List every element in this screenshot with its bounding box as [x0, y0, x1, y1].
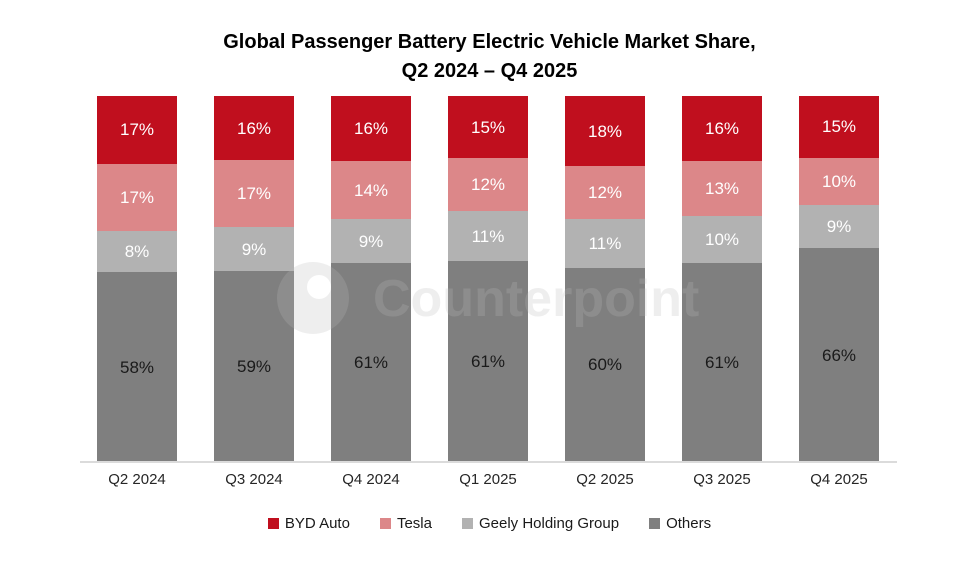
segment-geely-holding-group-q3-2025: 10% — [682, 216, 762, 264]
segment-geely-holding-group-q2-2024: 8% — [97, 231, 177, 273]
segment-byd-auto-q1-2025: 15% — [448, 96, 528, 159]
segment-value-label: 16% — [353, 118, 389, 138]
legend-item-tesla: Tesla — [379, 515, 432, 532]
segment-value-label: 12% — [470, 175, 506, 195]
segment-value-label: 14% — [353, 180, 389, 200]
segment-value-label: 13% — [704, 179, 740, 199]
legend-swatch-tesla — [379, 518, 391, 529]
bar-q4-2024: 16% 14% 9% 61% — [331, 96, 411, 462]
segment-value-label: 66% — [821, 345, 857, 365]
segment-value-label: 16% — [236, 118, 272, 138]
segment-value-label: 11% — [588, 233, 622, 253]
segment-value-label: 12% — [587, 182, 623, 202]
x-axis-label-q2-2024: Q2 2024 — [108, 471, 166, 488]
segment-value-label: 10% — [704, 230, 740, 250]
legend-label-byd-auto: BYD Auto — [284, 515, 350, 532]
segment-tesla-q4-2024: 14% — [331, 160, 411, 220]
segment-value-label: 9% — [358, 231, 384, 251]
segment-byd-auto-q4-2025: 15% — [799, 96, 879, 158]
legend-item-geely-holding-group: Geely Holding Group — [461, 515, 620, 532]
segment-value-label: 15% — [470, 117, 506, 137]
legend-swatch-geely-holding-group — [461, 518, 473, 529]
legend-swatch-byd-auto — [267, 518, 279, 529]
segment-byd-auto-q3-2025: 16% — [682, 96, 762, 161]
segment-geely-holding-group-q1-2025: 11% — [448, 211, 528, 262]
segment-value-label: 58% — [119, 357, 155, 377]
x-axis-label-q1-2025: Q1 2025 — [459, 471, 517, 488]
legend-label-others: Others — [666, 515, 712, 532]
segment-tesla-q2-2025: 12% — [565, 166, 645, 219]
legend-item-byd-auto: BYD Auto — [267, 515, 350, 532]
chart-title-line-2: Q2 2024 – Q4 2025 — [401, 60, 578, 82]
segment-value-label: 10% — [821, 171, 857, 191]
segment-tesla-q1-2025: 12% — [448, 158, 528, 212]
segment-byd-auto-q4-2024: 16% — [331, 96, 411, 161]
x-axis-label-q4-2024: Q4 2024 — [342, 471, 400, 488]
legend-item-others: Others — [649, 515, 711, 532]
x-axis-label-q3-2024: Q3 2024 — [225, 471, 283, 488]
legend-label-geely-holding-group: Geely Holding Group — [478, 515, 620, 532]
segment-value-label: 17% — [236, 184, 272, 204]
bar-q1-2025: 15% 12% 11% 61% — [448, 96, 528, 462]
segment-value-label: 9% — [826, 216, 852, 236]
segment-value-label: 61% — [353, 353, 389, 373]
bar-q4-2025: 15% 10% 9% 66% — [799, 96, 879, 462]
segment-value-label: 59% — [236, 356, 272, 376]
x-axis-line — [80, 461, 897, 463]
segment-byd-auto-q2-2024: 17% — [97, 96, 177, 164]
bar-q3-2024: 16% 17% 9% 59% — [214, 96, 294, 462]
segment-value-label: 9% — [241, 239, 267, 259]
bar-q2-2025: 18% 12% 11% 60% — [565, 96, 645, 462]
bar-q3-2025: 16% 13% 10% 61% — [682, 96, 762, 462]
segment-geely-holding-group-q2-2025: 11% — [565, 218, 645, 268]
segment-geely-holding-group-q3-2024: 9% — [214, 227, 294, 271]
segment-value-label: 61% — [704, 353, 740, 373]
segment-value-label: 18% — [587, 121, 623, 141]
chart-title-line-1: Global Passenger Battery Electric Vehicl… — [223, 31, 756, 53]
legend-swatch-others — [649, 518, 661, 529]
segment-others-q3-2024: 59% — [214, 270, 294, 462]
x-axis-label-q3-2025: Q3 2025 — [693, 471, 751, 488]
segment-value-label: 8% — [124, 242, 150, 262]
segment-value-label: 60% — [587, 355, 623, 375]
x-axis-label-q4-2025: Q4 2025 — [810, 471, 868, 488]
bar-q2-2024: 17% 17% 8% 58% — [97, 96, 177, 462]
segment-value-label: 61% — [470, 352, 506, 372]
x-axis-label-q2-2025: Q2 2025 — [576, 471, 634, 488]
segment-others-q3-2025: 61% — [682, 263, 762, 462]
segment-value-label: 17% — [119, 120, 155, 140]
segment-others-q2-2025: 60% — [565, 267, 645, 462]
segment-value-label: 11% — [471, 226, 505, 246]
plot-area: 17% 17% 8% 58% 16% 17% 9% 59% 16% 14% 9% 61% 15% 12% 1… — [97, 96, 879, 462]
segment-geely-holding-group-q4-2025: 9% — [799, 204, 879, 249]
legend: BYD Auto Tesla Geely Holding Group Others — [0, 515, 979, 532]
segment-tesla-q3-2024: 17% — [214, 160, 294, 228]
segment-value-label: 15% — [821, 117, 857, 137]
segment-others-q4-2025: 66% — [799, 248, 879, 462]
segment-geely-holding-group-q4-2024: 9% — [331, 219, 411, 264]
segment-others-q1-2025: 61% — [448, 261, 528, 462]
segment-tesla-q4-2025: 10% — [799, 157, 879, 205]
segment-tesla-q2-2024: 17% — [97, 163, 177, 232]
segment-value-label: 17% — [119, 187, 155, 207]
segment-others-q2-2024: 58% — [97, 272, 177, 462]
segment-byd-auto-q2-2025: 18% — [565, 96, 645, 167]
segment-byd-auto-q3-2024: 16% — [214, 96, 294, 161]
chart-title: Global Passenger Battery Electric Vehicl… — [0, 28, 979, 86]
segment-value-label: 16% — [704, 118, 740, 138]
segment-tesla-q3-2025: 13% — [682, 160, 762, 217]
segment-others-q4-2024: 61% — [331, 263, 411, 462]
legend-label-tesla: Tesla — [396, 515, 432, 532]
x-axis-labels: Q2 2024 Q3 2024 Q4 2024 Q1 2025 Q2 2025 Q3 20… — [97, 471, 879, 488]
